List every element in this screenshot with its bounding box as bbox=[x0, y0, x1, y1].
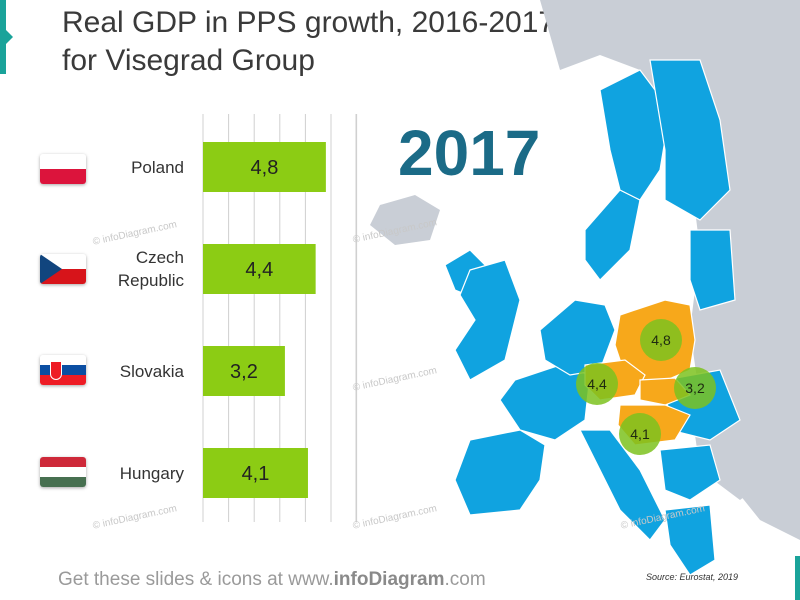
title-line-1: Real GDP in PPS growth, 2016-2017 bbox=[62, 6, 556, 39]
bar-value-label: 4,8 bbox=[251, 157, 279, 179]
slide-title: Real GDP in PPS growth, 2016-2017 for Vi… bbox=[62, 4, 555, 80]
footer-brand: infoDiagram bbox=[333, 569, 445, 590]
map-bubble-poland bbox=[640, 319, 682, 361]
eu-countries bbox=[444, 59, 741, 576]
year-label: 2017 bbox=[398, 117, 541, 189]
bar-slovakia bbox=[203, 346, 285, 396]
map-bubble-label: 4,4 bbox=[587, 376, 607, 392]
accent-notch bbox=[6, 30, 13, 44]
title-line-2: for Visegrad Group bbox=[62, 44, 315, 77]
label-hungary: Hungary bbox=[119, 464, 184, 483]
bar-value-label: 4,1 bbox=[242, 463, 270, 485]
bar-poland bbox=[203, 142, 326, 192]
label-czech-line-2: Republic bbox=[117, 271, 184, 290]
bar-czech-republic bbox=[203, 244, 316, 294]
label-slovakia: Slovakia bbox=[119, 362, 184, 381]
map-bubble-hungary bbox=[619, 413, 661, 455]
bar-value-label: 4,4 bbox=[245, 259, 273, 281]
source-note: Source: Eurostat, 2019 bbox=[646, 572, 739, 582]
bar-hungary bbox=[203, 448, 308, 498]
slovakia-flag-icon bbox=[40, 355, 86, 385]
bar-value-label: 3,2 bbox=[230, 361, 258, 383]
footer-promo: Get these slides & icons at www.infoDiag… bbox=[58, 569, 486, 591]
map-bubble-label: 3,2 bbox=[685, 380, 705, 396]
label-czech-republic: Czech Republic bbox=[118, 246, 184, 292]
map-bubble-label: 4,8 bbox=[651, 332, 671, 348]
footer-prefix: Get these slides & icons at www. bbox=[58, 569, 334, 590]
map-bubble-czech-republic bbox=[576, 363, 618, 405]
footer-suffix: .com bbox=[444, 569, 486, 590]
map-bubbles: 4,8 4,4 3,2 4,1 bbox=[576, 319, 716, 455]
poland-flag-icon bbox=[40, 154, 86, 184]
czech-flag-icon bbox=[40, 254, 86, 284]
label-poland: Poland bbox=[131, 158, 184, 177]
accent-bar-right bbox=[795, 556, 800, 600]
hungary-flag-icon bbox=[40, 457, 86, 487]
map-bubble-label: 4,1 bbox=[630, 426, 650, 442]
accent-bar-left bbox=[0, 0, 6, 74]
label-czech-line-1: Czech bbox=[135, 248, 184, 267]
map-bubble-slovakia bbox=[674, 367, 716, 409]
